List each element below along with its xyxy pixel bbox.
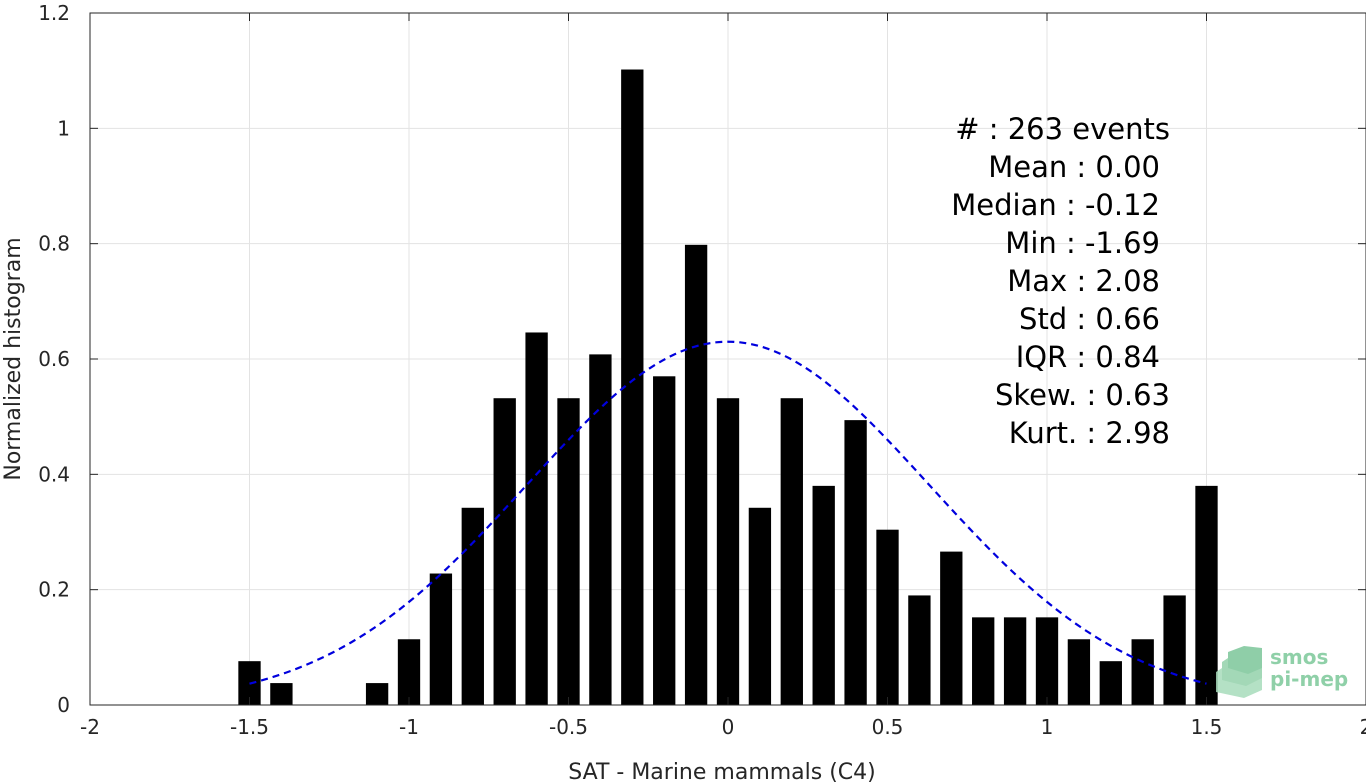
x-tick-label: -1: [399, 715, 419, 739]
stat-line: Std : 0.66: [1019, 302, 1160, 336]
x-tick-label: 1: [1041, 715, 1054, 739]
histogram-bar: [812, 485, 835, 705]
histogram-bar: [972, 617, 995, 705]
histogram-bar: [716, 398, 740, 705]
y-tick-label: 0.2: [38, 578, 70, 602]
x-axis-label: SAT - Marine mammals (C4): [568, 760, 876, 784]
x-tick-label: -0.5: [549, 715, 588, 739]
y-tick-label: 0.6: [38, 347, 70, 371]
stat-line: Mean : 0.00: [988, 150, 1160, 184]
y-axis-label: Normalized histogram: [1, 237, 26, 480]
histogram-bar: [557, 398, 580, 705]
y-tick-label: 0.4: [38, 462, 70, 486]
y-tick-label: 0: [57, 693, 70, 717]
stat-line: Min : -1.69: [1005, 226, 1160, 260]
histogram-bar: [270, 683, 293, 705]
x-tick-label: -1.5: [230, 715, 269, 739]
x-tick-label: 1.5: [1191, 715, 1223, 739]
histogram-bars: [238, 69, 1218, 706]
histogram-bar: [493, 398, 516, 705]
histogram-bar: [780, 398, 803, 705]
statistics-box: # : 263 events Mean : 0.00 Median : -0.12 M…: [951, 112, 1170, 450]
y-tick-label: 1.2: [38, 1, 70, 25]
logo-line-2: pi-mep: [1270, 667, 1348, 691]
histogram-bar: [397, 639, 421, 705]
stat-line: IQR : 0.84: [1016, 340, 1160, 374]
stat-line: Kurt. : 2.98: [1009, 416, 1170, 450]
gaussian-fit-curve: [249, 340, 1207, 685]
histogram-bar: [684, 244, 708, 705]
histogram-bar: [621, 69, 644, 706]
y-tick-label: 0.8: [38, 232, 70, 256]
histogram-bar: [844, 420, 867, 705]
stat-line: # : 263 events: [955, 112, 1170, 146]
histogram-bar: [940, 551, 963, 705]
stat-line: Median : -0.12: [951, 188, 1160, 222]
histogram-bar: [589, 354, 612, 705]
stat-line: Skew. : 0.63: [995, 378, 1170, 412]
histogram-bar: [429, 573, 453, 705]
histogram-bar: [1067, 639, 1091, 705]
grid-lines: [89, 12, 1366, 706]
histogram-bar: [1163, 595, 1186, 705]
x-tick-label: 0.5: [872, 715, 904, 739]
histogram-bar: [525, 332, 548, 705]
histogram-bar: [1035, 617, 1059, 705]
x-tick-label: 0: [722, 715, 735, 739]
histogram-bar: [1003, 617, 1027, 705]
y-tick-label: 1: [57, 116, 70, 140]
logo-line-1: smos: [1270, 645, 1328, 669]
histogram-bar: [876, 529, 899, 705]
histogram-bar: [1099, 661, 1122, 705]
histogram-bar: [1195, 485, 1218, 705]
histogram-bar: [1131, 639, 1154, 705]
x-tick-label: -2: [80, 715, 100, 739]
histogram-bar: [461, 507, 484, 705]
smos-pi-mep-logo: smos pi-mep: [1216, 645, 1348, 698]
x-tick-label: 2: [1360, 715, 1366, 739]
histogram-bar: [365, 683, 389, 705]
logo-mark-icon: [1216, 646, 1262, 698]
stat-line: Max : 2.08: [1007, 264, 1160, 298]
histogram-bar: [653, 376, 676, 705]
axis-ticks: -2 -1.5 -1 -0.5 0 0.5 1 1.5 2 0 0.2 0.4 0.6 0.8 1 1.2: [38, 1, 1366, 739]
histogram-bar: [908, 595, 931, 705]
histogram-bar: [748, 507, 772, 705]
